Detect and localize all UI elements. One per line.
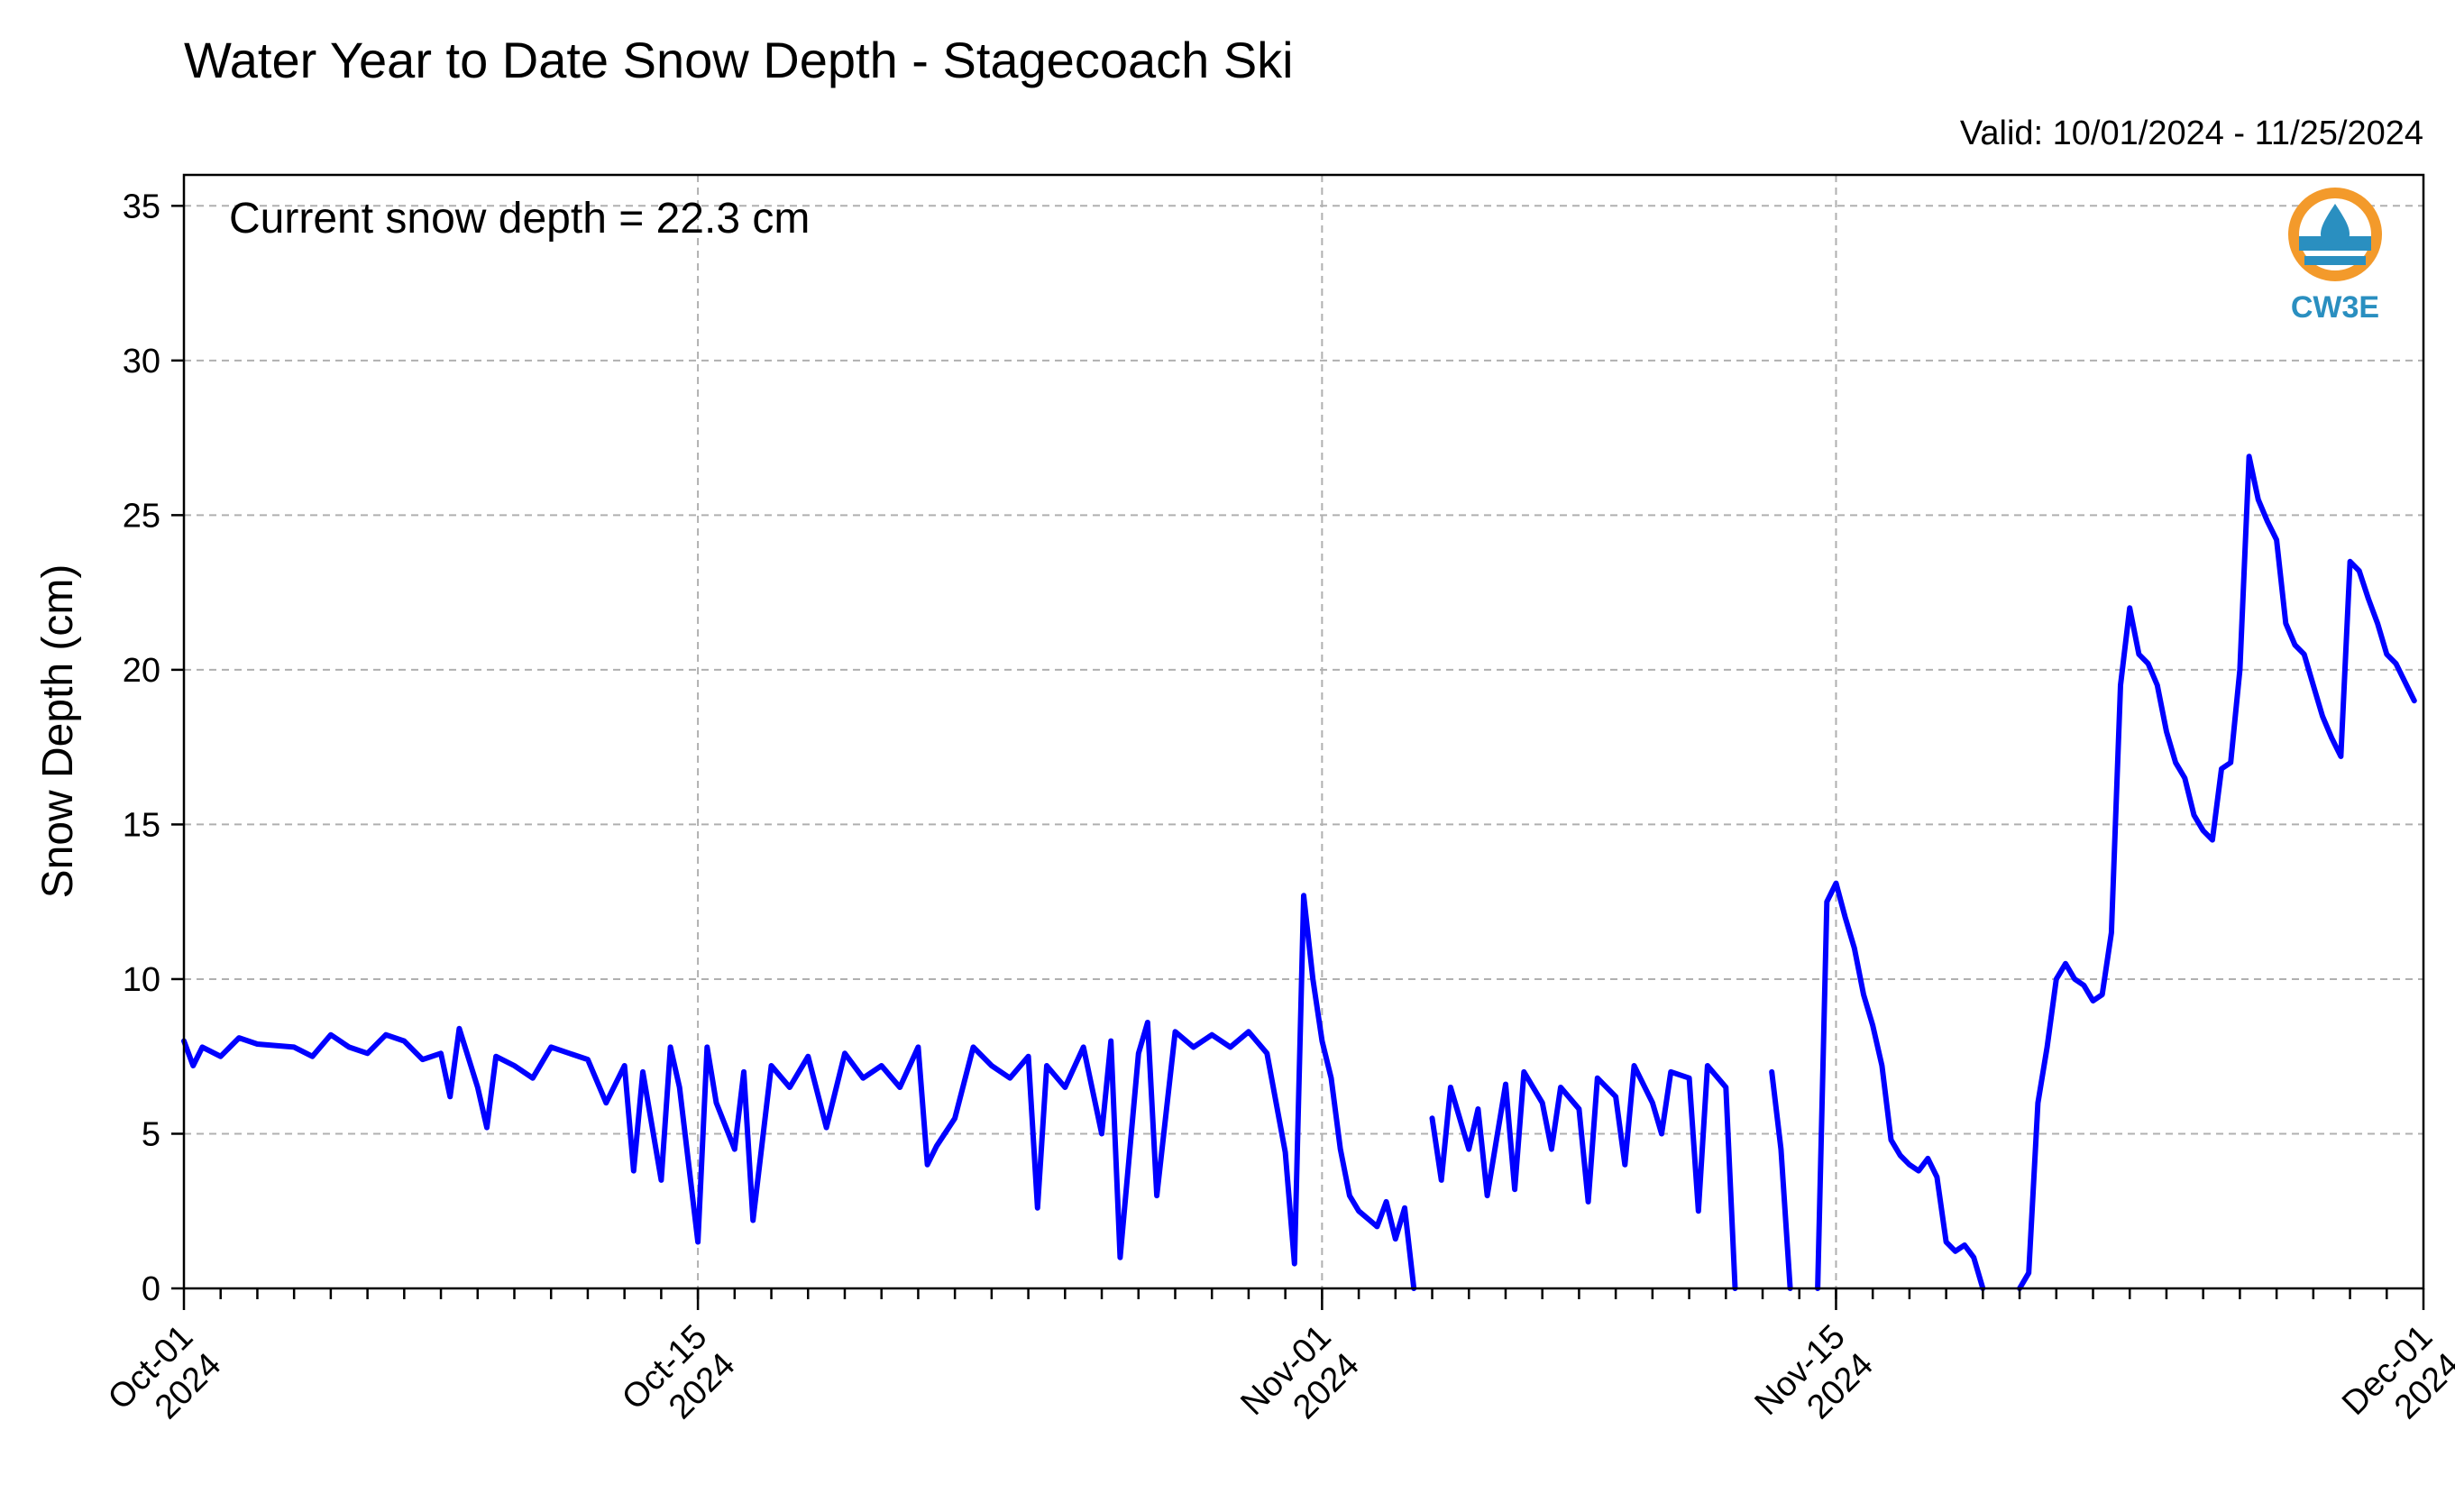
plot-area-frame	[182, 173, 2425, 1290]
y-tick-label: 0	[142, 1270, 160, 1308]
series-line-segment	[1769, 1068, 1793, 1291]
current-depth-annotation: Current snow depth = 22.3 cm	[229, 195, 810, 243]
valid-date-range: Valid: 10/01/2024 - 11/25/2024	[1960, 115, 2423, 152]
grid-lines	[184, 175, 2423, 1288]
x-tick-label: Oct-012024	[101, 1318, 228, 1445]
y-tick-label: 20	[123, 652, 160, 690]
series-line-segment	[181, 893, 1417, 1291]
cw3e-logo: CW3E	[2288, 188, 2382, 325]
y-axis: 0 5 10 15 20 25 30 35	[123, 188, 184, 1308]
series-snow-depth	[181, 454, 2417, 1291]
series-line-segment	[1815, 880, 1986, 1291]
x-tick-label: Nov-012024	[1233, 1318, 1366, 1451]
water-drop-icon	[2321, 204, 2350, 249]
series-line-segment	[2017, 454, 2417, 1291]
logo-text: CW3E	[2291, 290, 2379, 325]
x-tick-label: Dec-012024	[2335, 1318, 2455, 1451]
series-line-segment	[1429, 1063, 1738, 1291]
y-axis-label: Snow Depth (cm)	[34, 564, 82, 899]
y-tick-label: 5	[142, 1115, 160, 1153]
y-tick-label: 30	[123, 343, 160, 380]
chart-title: Water Year to Date Snow Depth - Stagecoa…	[184, 32, 1294, 88]
logo-wave-2	[2304, 256, 2366, 265]
x-axis: Oct-012024 Oct-152024 Nov-012024 Nov-152024…	[101, 1288, 2455, 1451]
x-tick-label: Nov-152024	[1748, 1318, 1881, 1451]
y-tick-label: 35	[123, 188, 160, 225]
x-tick-label: Oct-152024	[615, 1318, 742, 1445]
y-tick-label: 10	[123, 961, 160, 999]
y-tick-label: 25	[123, 497, 160, 535]
y-tick-label: 15	[123, 806, 160, 844]
